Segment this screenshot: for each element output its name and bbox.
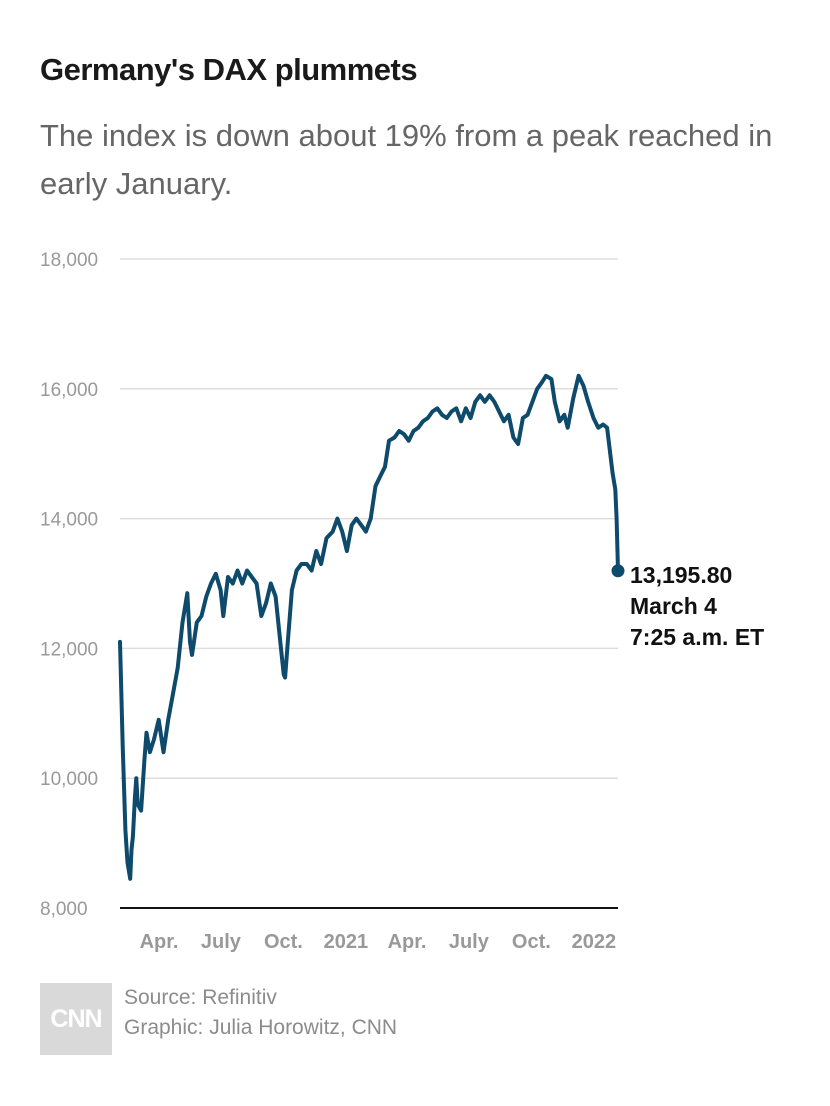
chart-subtitle: The index is down about 19% from a peak …	[40, 118, 773, 201]
y-tick-label: 14,000	[40, 510, 98, 531]
graphic-credit: Graphic: Julia Horowitz, CNN	[124, 1016, 398, 1039]
x-tick-label: 2021	[324, 931, 369, 953]
x-tick-label: July	[201, 931, 242, 953]
y-tick-label: 18,000	[40, 250, 98, 271]
x-tick-label: Apr.	[388, 931, 427, 953]
x-tick-label: 2022	[572, 931, 617, 953]
x-tick-label: Oct.	[512, 931, 551, 953]
chart-title: Germany's DAX plummets	[40, 52, 418, 87]
series-line-dax	[118, 373, 620, 881]
x-tick-label: Oct.	[264, 931, 303, 953]
y-tick-label: 12,000	[40, 639, 98, 660]
cnn-logo-text: CNN	[50, 1004, 102, 1033]
x-axis-ticks: Apr. July Oct. 2021 Apr. July Oct. 2022	[140, 931, 617, 953]
x-tick-label: Apr.	[140, 931, 179, 953]
y-tick-label: 10,000	[40, 769, 98, 790]
line-chart: 8,000 10,000 12,000 14,000 16,000 18,000 Apr.…	[40, 250, 764, 953]
source-credit: Source: Refinitiv	[124, 986, 277, 1009]
x-tick-label: July	[449, 931, 490, 953]
annotation-date: March 4	[630, 593, 717, 619]
gridlines	[120, 258, 618, 779]
annotation-time: 7:25 a.m. ET	[630, 624, 764, 650]
y-axis-ticks: 8,000 10,000 12,000 14,000 16,000 18,000	[40, 250, 98, 920]
y-tick-label: 16,000	[40, 380, 98, 401]
annotation-value: 13,195.80	[630, 562, 732, 588]
y-tick-label: 8,000	[40, 899, 88, 920]
last-value-point	[611, 564, 625, 578]
cnn-logo: CNN	[40, 983, 112, 1055]
